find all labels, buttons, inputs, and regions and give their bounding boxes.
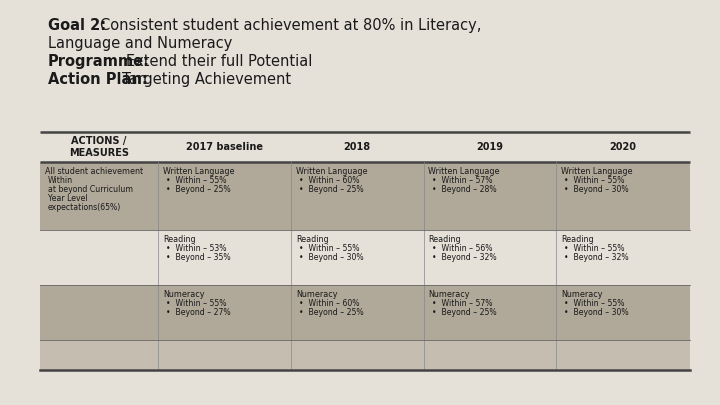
Text: Numeracy: Numeracy bbox=[561, 290, 603, 299]
Text: Written Language: Written Language bbox=[163, 167, 235, 176]
Text: •  Within – 55%: • Within – 55% bbox=[166, 299, 227, 308]
Text: Year Level: Year Level bbox=[48, 194, 88, 203]
Text: •  Within – 53%: • Within – 53% bbox=[166, 244, 227, 253]
Text: Reading: Reading bbox=[296, 235, 328, 244]
Text: •  Beyond – 30%: • Beyond – 30% bbox=[564, 185, 629, 194]
Text: at beyond Curriculum: at beyond Curriculum bbox=[48, 185, 133, 194]
Text: ACTIONS /
MEASURES: ACTIONS / MEASURES bbox=[69, 136, 129, 158]
Text: •  Beyond – 25%: • Beyond – 25% bbox=[431, 308, 496, 317]
Text: •  Beyond – 35%: • Beyond – 35% bbox=[166, 253, 231, 262]
Text: •  Beyond – 27%: • Beyond – 27% bbox=[166, 308, 231, 317]
Bar bbox=[40, 230, 158, 285]
Text: Written Language: Written Language bbox=[561, 167, 633, 176]
Bar bbox=[158, 230, 291, 285]
Text: Numeracy: Numeracy bbox=[163, 290, 204, 299]
Bar bbox=[423, 285, 556, 340]
Text: Action Plan:: Action Plan: bbox=[48, 72, 148, 87]
Text: •  Beyond – 32%: • Beyond – 32% bbox=[564, 253, 629, 262]
Text: 2019: 2019 bbox=[477, 142, 503, 152]
Bar bbox=[423, 340, 556, 370]
Bar bbox=[158, 340, 291, 370]
Text: Programme:: Programme: bbox=[48, 54, 150, 69]
Bar bbox=[40, 162, 158, 230]
Bar bbox=[291, 230, 423, 285]
Text: •  Within – 57%: • Within – 57% bbox=[431, 176, 492, 185]
Text: •  Beyond – 32%: • Beyond – 32% bbox=[431, 253, 496, 262]
Text: •  Within – 60%: • Within – 60% bbox=[299, 299, 359, 308]
Bar bbox=[291, 162, 423, 230]
Text: Language and Numeracy: Language and Numeracy bbox=[48, 36, 233, 51]
Text: Targeting Achievement: Targeting Achievement bbox=[122, 72, 291, 87]
Text: Consistent student achievement at 80% in Literacy,: Consistent student achievement at 80% in… bbox=[100, 18, 482, 33]
Bar bbox=[291, 285, 423, 340]
Text: 2018: 2018 bbox=[343, 142, 371, 152]
Text: Goal 2:: Goal 2: bbox=[48, 18, 106, 33]
Bar bbox=[423, 230, 556, 285]
Bar bbox=[556, 230, 690, 285]
Text: 2020: 2020 bbox=[610, 142, 636, 152]
Text: Written Language: Written Language bbox=[296, 167, 367, 176]
Text: •  Within – 55%: • Within – 55% bbox=[299, 244, 359, 253]
Text: Numeracy: Numeracy bbox=[428, 290, 470, 299]
Text: •  Within – 55%: • Within – 55% bbox=[166, 176, 227, 185]
Text: •  Within – 56%: • Within – 56% bbox=[431, 244, 492, 253]
Bar bbox=[291, 340, 423, 370]
Text: •  Within – 55%: • Within – 55% bbox=[564, 244, 625, 253]
Bar bbox=[556, 340, 690, 370]
Text: All student achievement: All student achievement bbox=[45, 167, 143, 176]
Text: Reading: Reading bbox=[561, 235, 594, 244]
Text: •  Beyond – 25%: • Beyond – 25% bbox=[299, 308, 364, 317]
Text: •  Beyond – 30%: • Beyond – 30% bbox=[564, 308, 629, 317]
Bar bbox=[556, 162, 690, 230]
Text: Reading: Reading bbox=[428, 235, 461, 244]
Bar bbox=[40, 285, 158, 340]
Text: •  Within – 55%: • Within – 55% bbox=[564, 176, 625, 185]
Text: •  Within – 60%: • Within – 60% bbox=[299, 176, 359, 185]
Text: •  Beyond – 25%: • Beyond – 25% bbox=[166, 185, 231, 194]
Bar bbox=[556, 285, 690, 340]
Text: Written Language: Written Language bbox=[428, 167, 500, 176]
Text: Numeracy: Numeracy bbox=[296, 290, 338, 299]
Text: •  Within – 57%: • Within – 57% bbox=[431, 299, 492, 308]
Text: 2017 baseline: 2017 baseline bbox=[186, 142, 263, 152]
Text: Within: Within bbox=[48, 176, 73, 185]
Text: Extend their full Potential: Extend their full Potential bbox=[126, 54, 312, 69]
Text: •  Beyond – 28%: • Beyond – 28% bbox=[431, 185, 496, 194]
Text: •  Within – 55%: • Within – 55% bbox=[564, 299, 625, 308]
Bar bbox=[158, 285, 291, 340]
Text: •  Beyond – 30%: • Beyond – 30% bbox=[299, 253, 364, 262]
Text: Reading: Reading bbox=[163, 235, 196, 244]
Bar bbox=[158, 162, 291, 230]
Text: expectations(65%): expectations(65%) bbox=[48, 203, 121, 212]
Bar bbox=[40, 340, 158, 370]
Bar bbox=[423, 162, 556, 230]
Text: •  Beyond – 25%: • Beyond – 25% bbox=[299, 185, 364, 194]
